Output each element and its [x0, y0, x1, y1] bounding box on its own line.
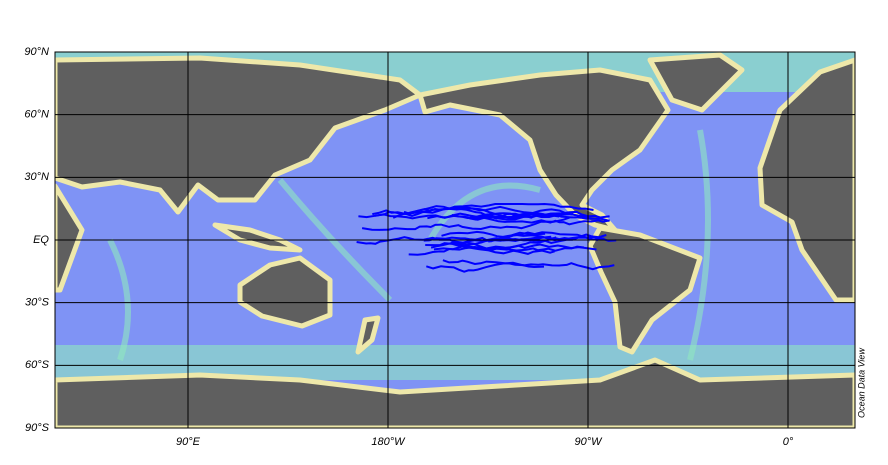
lon-label: 90°E	[176, 436, 201, 448]
greenland	[647, 52, 745, 113]
track	[427, 212, 597, 220]
lat-label: 60°S	[25, 359, 50, 371]
land	[55, 52, 855, 428]
track	[451, 214, 610, 226]
new-zealand	[355, 315, 381, 355]
lat-label: 90°S	[25, 422, 50, 434]
australia	[237, 255, 333, 329]
track	[426, 261, 545, 273]
north-america	[417, 67, 671, 233]
credit: Ocean Data View	[856, 348, 866, 418]
africa-east	[55, 183, 85, 293]
track	[403, 205, 610, 219]
lat-label: 60°N	[24, 109, 49, 121]
lat-label: 30°S	[25, 297, 50, 309]
south-america	[587, 225, 703, 355]
lon-label: 0°	[783, 436, 794, 448]
lat-label: 90°N	[24, 46, 49, 58]
track	[441, 230, 599, 241]
antarctica	[55, 357, 855, 428]
drifter-tracks	[356, 202, 617, 273]
track	[442, 259, 615, 271]
lat-label: 30°N	[24, 171, 49, 183]
frame	[54, 51, 856, 429]
track	[425, 242, 555, 255]
track	[361, 216, 570, 231]
track	[392, 207, 610, 222]
eurasia	[55, 55, 423, 215]
lat-label: EQ	[33, 234, 49, 246]
lon-label: 90°W	[574, 436, 603, 448]
lon-label: 180°W	[371, 436, 406, 448]
